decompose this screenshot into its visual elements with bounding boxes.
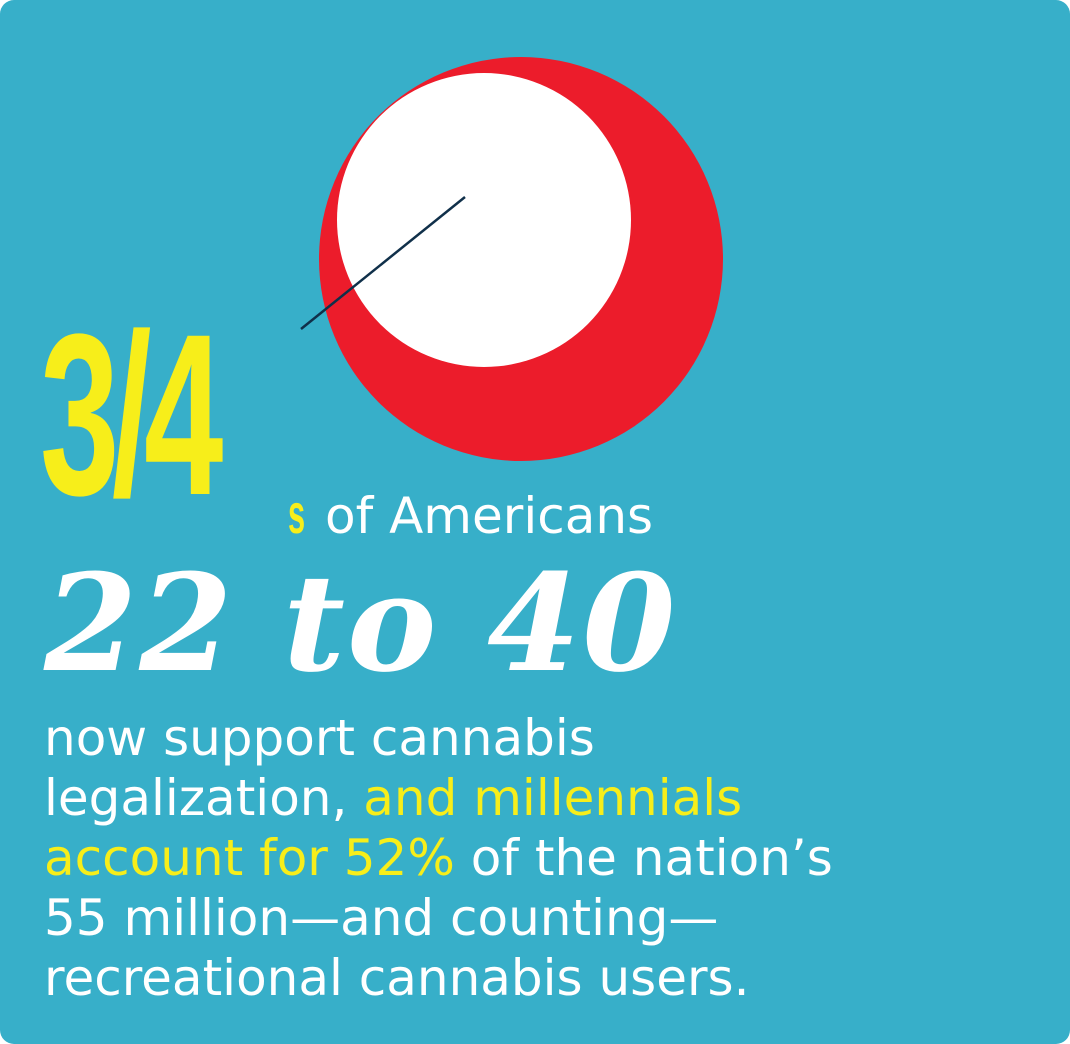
- body-segment: of the nation’s: [454, 829, 833, 887]
- pointer-line: [300, 196, 466, 330]
- body-line: recreational cannabis users.: [44, 948, 1044, 1008]
- age-range-headline: 22 to 40: [44, 544, 678, 702]
- body-line: legalization, and millennials: [44, 768, 1044, 828]
- body-segment: 55 million—and counting—: [44, 889, 719, 947]
- inner-white-circle: [337, 73, 631, 367]
- subject-text: of Americans: [325, 487, 654, 545]
- body-segment: recreational cannabis users.: [44, 949, 750, 1007]
- highlighted-segment: account for 52%: [44, 829, 455, 887]
- body-line: now support cannabis: [44, 708, 1044, 768]
- fraction-headline: 3/4: [40, 286, 223, 543]
- body-paragraph: now support cannabis legalization, and m…: [44, 708, 1044, 1008]
- body-segment: legalization,: [44, 769, 364, 827]
- body-line: account for 52% of the nation’s: [44, 828, 1044, 888]
- highlighted-segment: and millennials: [363, 769, 743, 827]
- body-segment: now support cannabis: [44, 709, 595, 767]
- body-line: 55 million—and counting—: [44, 888, 1044, 948]
- fraction-suffix: s: [288, 482, 306, 545]
